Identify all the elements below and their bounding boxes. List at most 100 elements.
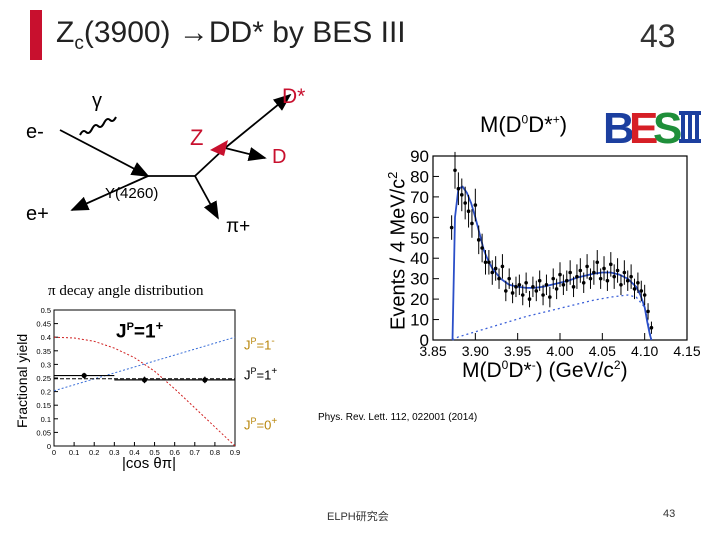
y-tick-label: 90 xyxy=(410,148,429,166)
data-point xyxy=(592,270,596,275)
data-point xyxy=(554,287,559,291)
data-point xyxy=(490,270,495,275)
jp-1plus-label: JP=1+ xyxy=(244,366,278,383)
right-x-axis-label: M(D0D*-) (GeV/c2) xyxy=(462,358,628,382)
data-point xyxy=(598,276,603,281)
data-point xyxy=(534,289,539,293)
data-point xyxy=(487,260,491,265)
svg-text:B: B xyxy=(603,104,635,149)
data-point xyxy=(548,295,552,299)
data-point xyxy=(564,278,569,283)
data-point xyxy=(524,280,528,285)
mass-spectrum-title: M(D0D*+) xyxy=(480,112,568,137)
data-point xyxy=(646,309,650,314)
y-tick-label: 0.45 xyxy=(36,320,51,329)
data-point xyxy=(202,377,208,383)
svg-text:S: S xyxy=(653,104,682,149)
left-y-axis-label: Fractional yield xyxy=(14,333,30,428)
d-line xyxy=(224,147,267,162)
data-point xyxy=(537,278,542,283)
data-point xyxy=(605,278,610,283)
data-point xyxy=(531,285,535,289)
electron-line xyxy=(59,129,150,177)
x-tick-label: 0.3 xyxy=(109,448,119,457)
y-tick-label: 40 xyxy=(410,249,429,268)
jp-0plus-label: JP=0+ xyxy=(244,416,278,433)
y-tick-label: 50 xyxy=(410,229,429,248)
x-tick-label: 0.1 xyxy=(69,448,79,457)
data-point xyxy=(602,266,606,271)
left-x-axis-label: |cos θπ| xyxy=(122,455,176,472)
y-tick-label: 0.1 xyxy=(41,415,51,424)
x-tick-label: 4.10 xyxy=(631,343,658,359)
y-tick-label: 0.25 xyxy=(36,374,51,383)
data-point xyxy=(497,276,501,281)
footer-organization: ELPH研究会 xyxy=(327,511,389,523)
x-tick-label: 0.6 xyxy=(169,448,179,457)
model-line-jp0 xyxy=(53,336,236,447)
x-tick-label: 0 xyxy=(52,448,56,457)
data-point xyxy=(636,280,640,285)
data-point xyxy=(642,293,647,297)
z-arrow-icon xyxy=(210,140,228,156)
data-point xyxy=(632,287,637,291)
data-point xyxy=(625,278,630,283)
photon-wavy-line xyxy=(79,116,117,136)
y-tick-label: 20 xyxy=(410,290,429,309)
data-point xyxy=(609,262,613,267)
data-point xyxy=(520,293,525,297)
x-tick-label: 0.8 xyxy=(210,448,220,457)
footer-slide-number: 43 xyxy=(663,508,676,520)
y-tick-label: 10 xyxy=(410,311,429,330)
data-point xyxy=(514,285,518,289)
data-point xyxy=(527,297,532,301)
data-point xyxy=(507,276,511,281)
y-tick-label: 80 xyxy=(410,167,429,186)
data-point xyxy=(473,203,478,207)
y4260-label: Y(4260) xyxy=(105,185,158,202)
data-point xyxy=(141,377,148,383)
y-tick-label: 0.3 xyxy=(41,360,51,369)
positron-line xyxy=(70,175,149,211)
data-point xyxy=(629,274,633,279)
data-point xyxy=(571,285,576,289)
y-tick-label: 70 xyxy=(410,188,429,207)
slide-title: Zc(3900) →DD* by BES III xyxy=(56,16,406,54)
data-point xyxy=(476,238,481,242)
data-point xyxy=(612,274,616,279)
total-fit-line xyxy=(451,185,653,341)
data-point xyxy=(561,283,566,287)
x-tick-label: 0.4 xyxy=(129,448,139,457)
data-point xyxy=(639,289,644,293)
data-point xyxy=(483,260,488,265)
bes-iii-logo: B E S xyxy=(603,104,701,149)
pion-line xyxy=(194,175,219,220)
data-point xyxy=(517,283,522,287)
data-point xyxy=(619,283,623,287)
data-point xyxy=(581,280,586,285)
d-label: D xyxy=(272,146,286,168)
y-tick-label: 0.05 xyxy=(36,428,51,437)
data-point xyxy=(456,186,461,191)
feynman-diagram: γ e- e+ Z D* D Y(4260) π+ xyxy=(26,85,305,237)
data-point xyxy=(470,221,474,226)
data-point xyxy=(459,193,464,197)
x-tick-label: 0.2 xyxy=(89,448,99,457)
x-tick-label: 3.90 xyxy=(462,343,489,359)
x-tick-label: 4.05 xyxy=(589,343,616,359)
y-tick-label: 0.4 xyxy=(41,333,51,342)
background-fit-line xyxy=(452,294,653,341)
e-plus-label: e+ xyxy=(26,203,49,225)
x-tick-label: 0.5 xyxy=(149,448,159,457)
x-tick-label: 3.85 xyxy=(419,343,446,359)
dstar-label: D* xyxy=(282,85,305,108)
x-tick-label: 4.15 xyxy=(673,343,700,359)
data-point xyxy=(595,260,600,265)
data-point xyxy=(463,201,467,205)
x-tick-label: 4.00 xyxy=(546,343,573,359)
data-point xyxy=(575,274,579,279)
gamma-label: γ xyxy=(92,90,102,112)
data-point xyxy=(588,276,593,281)
z-label: Z xyxy=(190,125,203,150)
